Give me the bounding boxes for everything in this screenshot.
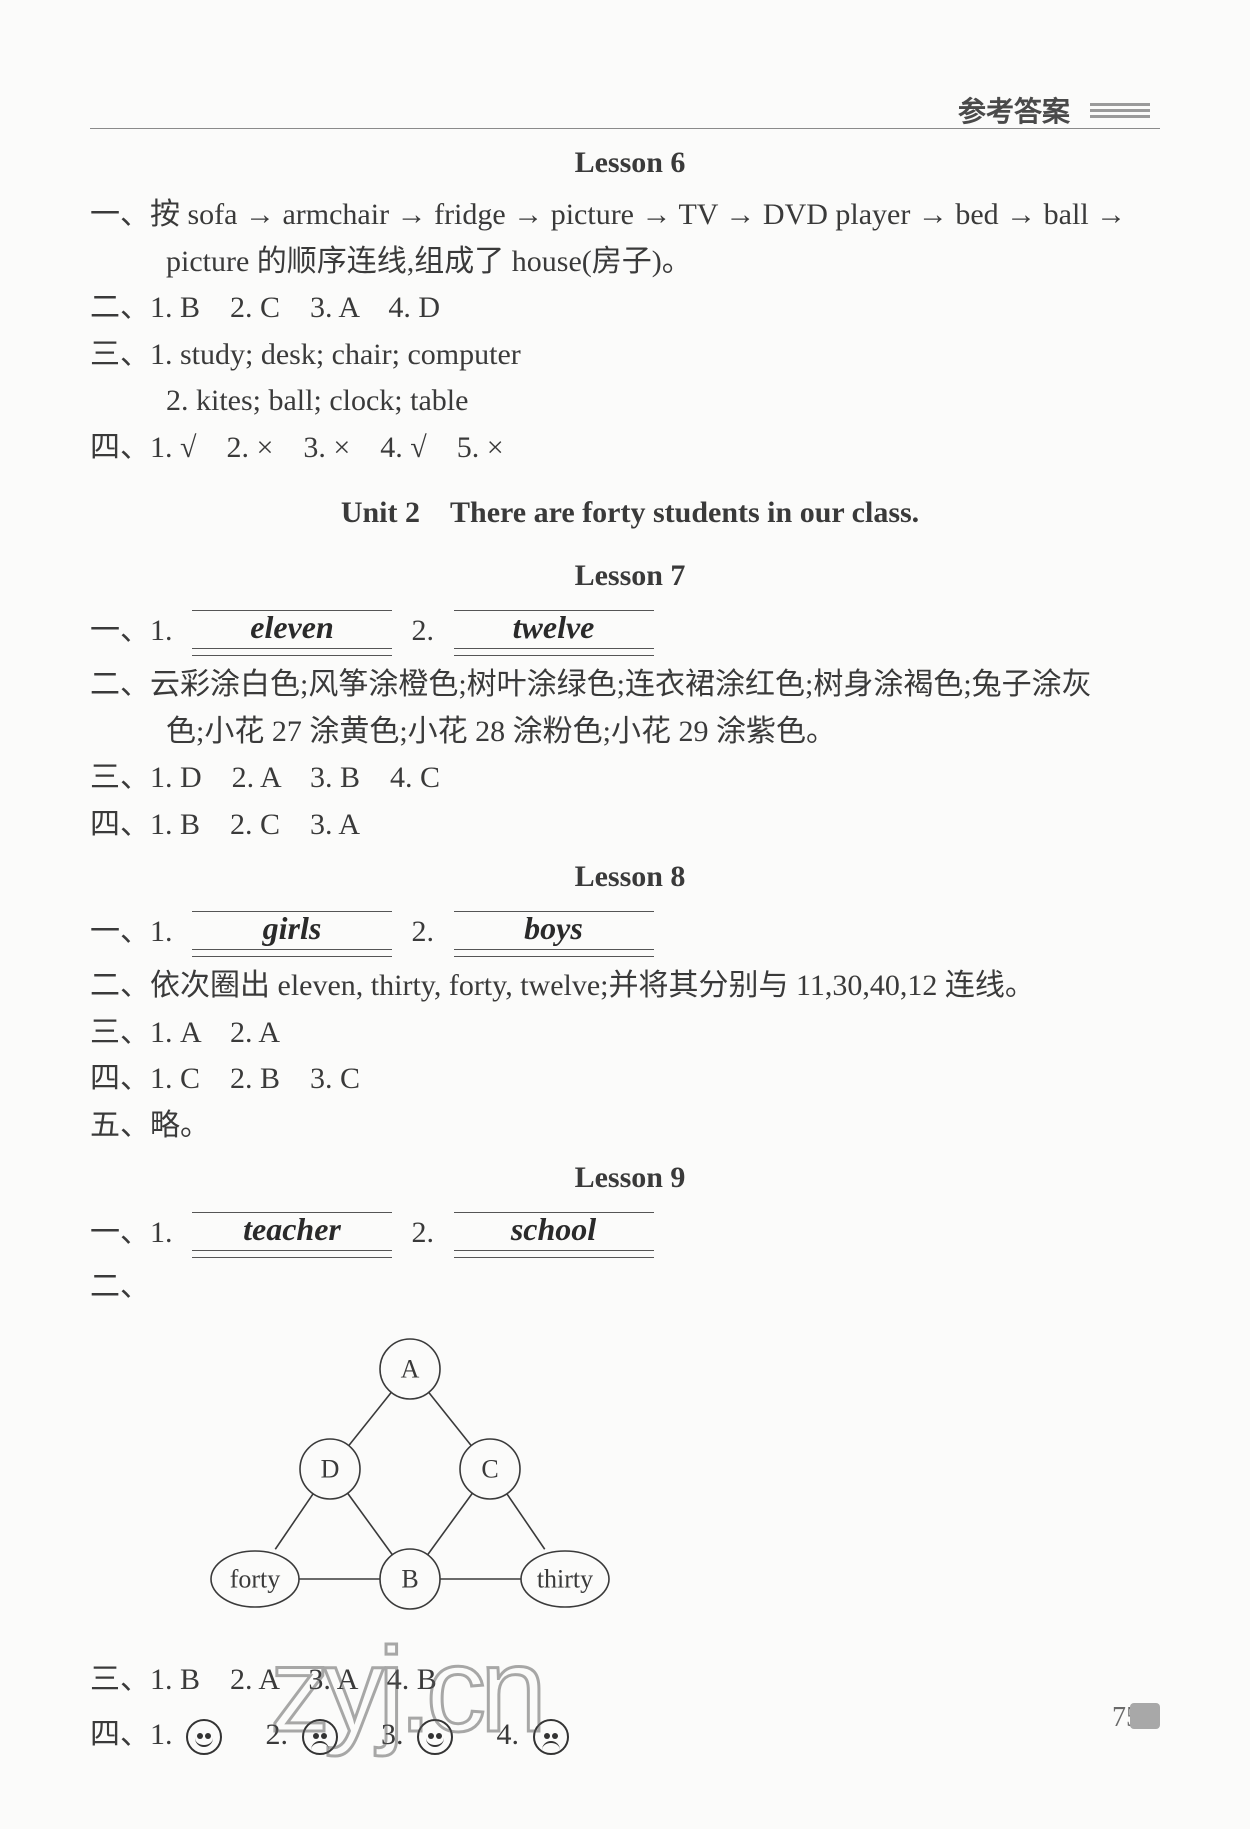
lesson9-q4-label: 四、1. <box>90 1718 173 1751</box>
lesson8-q3: 三、1. A 2. A <box>90 1010 1170 1057</box>
lesson7-word1: eleven <box>192 609 392 646</box>
svg-text:C: C <box>481 1454 498 1483</box>
svg-text:forty: forty <box>230 1564 281 1593</box>
smile-face-icon <box>186 1719 222 1755</box>
lesson8-q1-num2: 2. <box>412 915 435 948</box>
lesson6-title: Lesson 6 <box>90 146 1170 180</box>
fill-blank-3: girls <box>192 911 392 957</box>
lesson7-q3: 三、1. D 2. A 3. B 4. C <box>90 755 1170 802</box>
lesson9-q1-num2: 2. <box>412 1216 435 1249</box>
fill-blank-4: boys <box>454 911 654 957</box>
svg-text:D: D <box>321 1454 340 1483</box>
lesson8-q4: 四、1. C 2. B 3. C <box>90 1056 1170 1103</box>
lesson7-q2a: 二、云彩涂白色;风筝涂橙色;树叶涂绿色;连衣裙涂红色;树身涂褐色;兔子涂灰 <box>90 662 1170 709</box>
lesson9-q2: 二、 <box>90 1264 1170 1311</box>
watermark: zyj.cn <box>270 1621 541 1759</box>
lesson7-q4: 四、1. B 2. C 3. A <box>90 802 1170 849</box>
lesson7-q2b: 色;小花 27 涂黄色;小花 28 涂粉色;小花 29 涂紫色。 <box>90 709 1170 756</box>
header-label: 参考答案 <box>958 90 1070 130</box>
svg-text:A: A <box>401 1354 420 1383</box>
unit2-title: Unit 2 There are forty students in our c… <box>90 487 1170 531</box>
lesson7-q1-num2: 2. <box>412 614 435 647</box>
lesson6-q3b: 2. kites; ball; clock; table <box>90 378 1170 425</box>
lesson7-title: Lesson 7 <box>90 559 1170 593</box>
lesson8-word1: girls <box>192 910 392 947</box>
svg-text:B: B <box>401 1564 418 1593</box>
lesson6-q1a: 一、按 sofa → armchair → fridge → picture →… <box>90 192 1170 239</box>
lesson6-q3a: 三、1. study; desk; chair; computer <box>90 332 1170 379</box>
lesson8-q2: 二、依次圈出 eleven, thirty, forty, twelve;并将其… <box>90 963 1170 1010</box>
lesson8-title: Lesson 8 <box>90 860 1170 894</box>
lesson6-q2: 二、1. B 2. C 3. A 4. D <box>90 285 1170 332</box>
lesson7-word2: twelve <box>454 609 654 646</box>
lesson9-diagram: A D Cforty Bthirty <box>200 1329 620 1639</box>
lesson9-word1: teacher <box>192 1211 392 1248</box>
fill-blank-2: twelve <box>454 610 654 656</box>
lesson8-q1: 一、1. girls 2. boys <box>90 906 1170 957</box>
header-rule <box>90 128 1160 129</box>
fill-blank-1: eleven <box>192 610 392 656</box>
lesson9-q1: 一、1. teacher 2. school <box>90 1207 1170 1258</box>
fill-blank-5: teacher <box>192 1212 392 1258</box>
lesson9-word2: school <box>454 1211 654 1248</box>
svg-text:thirty: thirty <box>537 1564 593 1593</box>
lesson9-q4: 四、1. 2. 3. 4. <box>90 1709 1170 1755</box>
lesson7-q1: 一、1. eleven 2. twelve <box>90 605 1170 656</box>
lesson7-q1-label: 一、1. <box>90 614 173 647</box>
lesson8-word2: boys <box>454 910 654 947</box>
lesson9-title: Lesson 9 <box>90 1161 1170 1195</box>
lesson6-q4: 四、1. √ 2. × 3. × 4. √ 5. × <box>90 425 1170 472</box>
lesson9-q3: 三、1. B 2. A 3. A 4. B <box>90 1657 1170 1704</box>
page-corner-icon <box>1130 1703 1160 1729</box>
lesson8-q1-label: 一、1. <box>90 915 173 948</box>
lesson8-q5: 五、略。 <box>90 1103 1170 1150</box>
header-decoration <box>1090 103 1150 118</box>
fill-blank-6: school <box>454 1212 654 1258</box>
lesson9-q1-label: 一、1. <box>90 1216 173 1249</box>
lesson6-q1b: picture 的顺序连线,组成了 house(房子)。 <box>90 239 1170 286</box>
